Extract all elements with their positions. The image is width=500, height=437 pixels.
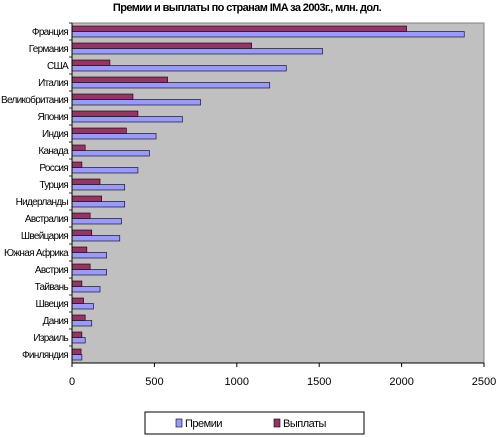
bar-vyplaty	[71, 348, 82, 355]
bar-premii	[71, 116, 183, 123]
bar-premii	[71, 218, 122, 225]
bar-premii	[71, 337, 86, 344]
plot-area	[71, 22, 485, 364]
bar-premii	[71, 82, 271, 89]
category-label: Индия	[42, 129, 68, 140]
category-label: Россия	[39, 163, 68, 174]
bar-vyplaty	[71, 25, 407, 32]
bar-premii	[71, 184, 126, 191]
bar-premii	[71, 99, 201, 106]
bar-premii	[71, 31, 465, 38]
legend-swatch	[175, 418, 183, 428]
bar-vyplaty	[71, 229, 93, 236]
bar-vyplaty	[71, 263, 91, 270]
bar-premii	[71, 320, 93, 327]
legend-swatch	[273, 418, 281, 428]
category-label: Италия	[38, 78, 68, 89]
bar-vyplaty	[71, 110, 139, 117]
bar-vyplaty	[71, 314, 86, 321]
bar-premii	[71, 167, 139, 174]
x-tick-label: 1000	[225, 376, 249, 388]
legend-label: Выплаты	[283, 418, 327, 430]
category-label: Дания	[43, 316, 69, 327]
chart-title: Премии и выплаты по странам IMA за 2003г…	[113, 2, 382, 14]
x-tick-label: 2000	[389, 376, 413, 388]
category-label: Тайвань	[35, 282, 69, 293]
legend-label: Премии	[185, 418, 222, 430]
category-label: Канада	[38, 146, 69, 157]
bar-vyplaty	[71, 246, 88, 253]
bar-premii	[71, 303, 94, 310]
category-label: Австралия	[25, 214, 68, 225]
bar-vyplaty	[71, 161, 83, 168]
bar-premii	[71, 269, 107, 276]
bar-vyplaty	[71, 212, 91, 219]
x-tick-label: 0	[69, 376, 75, 388]
x-tick-label: 500	[145, 376, 163, 388]
bar-vyplaty	[71, 127, 127, 134]
bar-vyplaty	[71, 93, 134, 100]
x-tick-label: 1500	[307, 376, 331, 388]
bar-premii	[71, 286, 101, 293]
bar-premii	[71, 133, 157, 140]
bar-premii	[71, 65, 287, 72]
bar-vyplaty	[71, 195, 102, 202]
bar-premii	[71, 150, 150, 157]
bar-premii	[71, 48, 323, 55]
category-label: Франция	[32, 27, 68, 38]
bar-premii	[71, 354, 83, 361]
category-label: Финляндия	[22, 350, 68, 361]
bar-premii	[71, 201, 126, 208]
bar-vyplaty	[71, 76, 168, 83]
bar-vyplaty	[71, 178, 101, 185]
category-label: Германия	[29, 44, 69, 55]
category-label: Нидерланды	[16, 197, 69, 208]
category-label: Великобритания	[1, 94, 68, 106]
bar-vyplaty	[71, 42, 252, 49]
category-label: Австрия	[35, 265, 68, 276]
category-label: Швейцария	[21, 231, 68, 242]
bar-premii	[71, 252, 107, 259]
bar-vyplaty	[71, 144, 86, 151]
bar-vyplaty	[71, 280, 83, 287]
category-label: Турция	[39, 180, 68, 191]
category-label: Израиль	[33, 333, 68, 344]
category-label: Южная Африка	[4, 247, 69, 259]
x-tick-label: 2500	[472, 376, 496, 388]
bar-vyplaty	[71, 59, 111, 66]
bar-premii	[71, 235, 121, 242]
category-label: США	[47, 61, 69, 72]
category-label: Япония	[37, 112, 68, 123]
legend	[144, 411, 365, 435]
bar-vyplaty	[71, 331, 83, 338]
bar-vyplaty	[71, 297, 84, 304]
category-label: Швеция	[36, 299, 69, 310]
